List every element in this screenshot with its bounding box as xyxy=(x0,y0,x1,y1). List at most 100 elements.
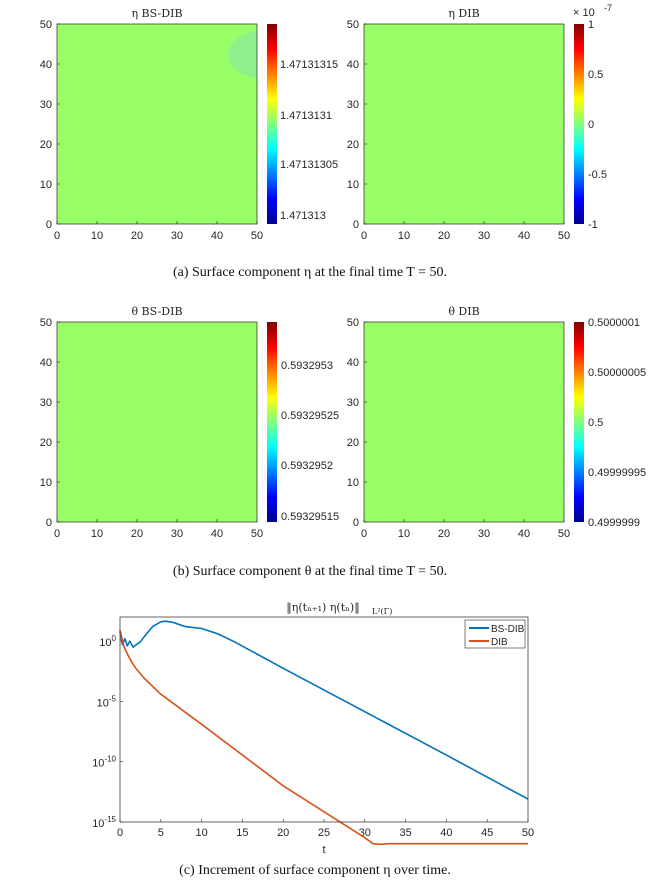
caption-b: (b) Surface component θ at the final tim… xyxy=(173,564,447,579)
theta-bsdib-field xyxy=(57,322,257,522)
increment-title: ‖η(tₙ₊₁) η(tₙ)‖ xyxy=(286,601,359,615)
y-tick-label: 20 xyxy=(347,139,359,151)
axes-frame xyxy=(119,616,529,823)
x-tick-label: 30 xyxy=(171,230,183,242)
increment-axes xyxy=(119,616,529,823)
x-tick-label: 20 xyxy=(438,230,450,242)
cbar-tick-label: -1 xyxy=(588,219,598,231)
cbar-exponent-power: -7 xyxy=(604,3,612,13)
increment-plot-area xyxy=(120,617,528,822)
cbar-tick-label: 0.5000001 xyxy=(588,317,640,329)
x-tick-label: 50 xyxy=(558,528,570,540)
y-tick-label: 10-5 xyxy=(97,694,117,709)
x-tick-label: 30 xyxy=(478,528,490,540)
x-tick-label: 20 xyxy=(131,230,143,242)
cbar-tick-label: 0.50000005 xyxy=(588,367,646,379)
theta-bsdib-colorbar xyxy=(267,322,277,522)
series-line-bs-dib xyxy=(119,620,529,800)
cbar-tick-label: 0.59329515 xyxy=(281,511,339,523)
series-line-dib xyxy=(119,630,528,846)
eta-bsdib-axes xyxy=(56,23,258,225)
cbar-tick-label: 0.4999999 xyxy=(588,517,640,529)
y-tick-label: 10-10 xyxy=(92,755,116,770)
x-tick-label: 5 xyxy=(158,827,164,839)
caption-c: (c) Increment of surface component η ove… xyxy=(179,863,451,878)
theta-dib-title: θ DIB xyxy=(448,305,479,318)
eta-bsdib-low-region xyxy=(227,30,257,78)
axes-frame xyxy=(56,321,258,523)
eta-dib-colorbar xyxy=(574,24,584,224)
cbar-exponent: × 10 xyxy=(573,7,595,19)
increment-title-sub: L²(Γ) xyxy=(372,607,392,616)
cbar-tick-label: 1 xyxy=(588,19,594,31)
axes-frame xyxy=(363,23,565,225)
theta-dib-axes xyxy=(363,321,565,523)
x-tick-label: 0 xyxy=(54,528,60,540)
y-tick-label: 40 xyxy=(40,59,52,71)
x-tick-label: 40 xyxy=(440,827,452,839)
y-tick-label: 0 xyxy=(353,517,359,529)
legend-box xyxy=(464,619,526,649)
eta-dib-title: η DIB xyxy=(448,7,479,20)
legend-label-bsdib: BS-DIB xyxy=(491,624,525,635)
x-tick-label: 40 xyxy=(211,528,223,540)
theta-dib-ticks: 00 10 10 20 20 30 30 40 40 50 50 xyxy=(347,317,570,540)
eta-dib-axes xyxy=(363,23,565,225)
x-tick-label: 0 xyxy=(117,827,123,839)
x-tick-label: 40 xyxy=(211,230,223,242)
y-tick-label: 0 xyxy=(46,517,52,529)
y-tick-label: 10 xyxy=(347,477,359,489)
y-tick-label: 10 xyxy=(40,477,52,489)
y-tick-label: 50 xyxy=(40,19,52,31)
y-tick-label: 10 xyxy=(40,179,52,191)
cbar-tick-label: 0 xyxy=(588,119,594,131)
eta-bsdib-title: η BS-DIB xyxy=(131,7,182,20)
increment-legend: BS-DIB DIB xyxy=(464,619,526,649)
x-tick-label: 25 xyxy=(318,827,330,839)
eta-bsdib-plot: η BS-DIB 00 10 10 20 20 30 30 40 40 50 50 1.471313… xyxy=(40,7,338,242)
x-tick-label: 50 xyxy=(522,827,534,839)
x-tick-label: 50 xyxy=(251,230,263,242)
x-tick-label: 50 xyxy=(251,528,263,540)
x-tick-label: 10 xyxy=(91,230,103,242)
legend-label-dib: DIB xyxy=(491,637,508,648)
y-tick-label: 20 xyxy=(40,437,52,449)
x-tick-label: 0 xyxy=(54,230,60,242)
y-tick-label: 50 xyxy=(347,317,359,329)
y-tick-label: 20 xyxy=(40,139,52,151)
cbar-tick-label: 1.47131315 xyxy=(280,59,338,71)
y-tick-label: 20 xyxy=(347,437,359,449)
x-tick-label: 20 xyxy=(438,528,450,540)
cbar-tick-label: 0.59329525 xyxy=(281,410,339,422)
y-tick-label: 0 xyxy=(46,219,52,231)
y-tick-label: 30 xyxy=(40,397,52,409)
cbar-tick-label: 0.5 xyxy=(588,69,603,81)
x-tick-label: 35 xyxy=(399,827,411,839)
y-tick-label: 100 xyxy=(99,634,116,649)
y-tick-label: 40 xyxy=(40,357,52,369)
theta-bsdib-ticks: 00 10 10 20 20 30 30 40 40 50 50 xyxy=(40,317,263,540)
cbar-tick-label: 0.49999995 xyxy=(588,467,646,479)
x-tick-label: 40 xyxy=(518,230,530,242)
theta-bsdib-plot: θ BS-DIB 00 10 10 20 20 30 30 40 40 50 50 0.593295… xyxy=(40,305,339,540)
x-tick-label: 10 xyxy=(195,827,207,839)
x-tick-label: 40 xyxy=(518,528,530,540)
x-tick-label: 0 xyxy=(361,528,367,540)
theta-dib-field xyxy=(364,322,564,522)
x-tick-label: 10 xyxy=(91,528,103,540)
x-tick-label: 20 xyxy=(131,528,143,540)
y-tick-label: 10-15 xyxy=(92,815,116,830)
y-tick-label: 30 xyxy=(40,99,52,111)
cbar-tick-label: 1.4713131 xyxy=(280,110,332,122)
y-tick-label: 0 xyxy=(353,219,359,231)
caption-a: (a) Surface component η at the final tim… xyxy=(173,265,447,280)
eta-dib-field xyxy=(364,24,564,224)
cbar-tick-label: 1.47131305 xyxy=(280,159,338,171)
y-tick-label: 50 xyxy=(40,317,52,329)
eta-bsdib-field xyxy=(57,24,257,224)
cbar-tick-label: -0.5 xyxy=(588,169,607,181)
y-tick-label: 40 xyxy=(347,59,359,71)
